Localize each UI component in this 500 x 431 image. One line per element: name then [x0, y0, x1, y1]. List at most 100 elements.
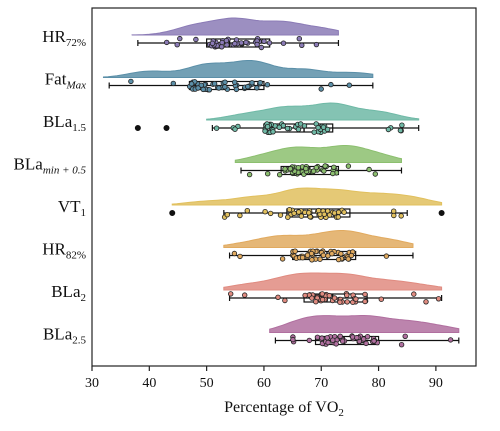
data-point — [402, 333, 408, 339]
data-point — [276, 124, 282, 130]
data-point — [339, 338, 346, 344]
data-point — [266, 40, 273, 46]
data-point — [330, 337, 336, 343]
series-1 — [131, 17, 340, 51]
data-point — [309, 295, 315, 301]
data-point — [310, 168, 317, 174]
data-point — [292, 248, 298, 254]
data-point — [227, 291, 234, 297]
series-6 — [223, 230, 414, 263]
data-point — [241, 292, 248, 298]
data-point — [314, 334, 321, 340]
data-point — [317, 256, 323, 262]
data-point — [362, 291, 368, 298]
outlier-point — [169, 209, 176, 216]
x-axis: 30 40 50 60 70 80 90 Percentage of VO2 — [85, 366, 443, 419]
x-tick-label: 70 — [314, 376, 328, 391]
data-point — [321, 168, 327, 174]
data-point — [398, 213, 404, 219]
data-point — [231, 79, 238, 85]
data-point — [301, 123, 308, 129]
data-point — [319, 335, 325, 341]
data-point — [345, 256, 351, 262]
data-point — [206, 87, 213, 93]
x-tick-label: 60 — [257, 376, 271, 391]
data-point — [275, 294, 281, 300]
data-point — [391, 212, 397, 219]
data-point — [363, 340, 369, 347]
data-point — [309, 257, 315, 263]
data-point — [306, 337, 312, 344]
data-point — [261, 38, 267, 44]
data-point — [299, 255, 306, 261]
outlier-point — [134, 125, 141, 132]
data-point — [372, 171, 378, 177]
category-subscript: 1 — [81, 207, 87, 219]
data-point — [188, 81, 195, 87]
data-point — [222, 84, 228, 90]
data-point — [319, 296, 326, 303]
data-point — [290, 336, 296, 343]
data-point — [315, 207, 322, 214]
series-7 — [223, 272, 443, 305]
data-point — [223, 37, 230, 44]
data-point — [224, 211, 230, 218]
data-point — [295, 126, 302, 133]
data-point — [361, 336, 367, 342]
x-tick-label: 50 — [200, 376, 214, 391]
series-5 — [169, 187, 445, 220]
data-point — [341, 209, 347, 215]
data-point — [277, 171, 283, 178]
density-cloud — [171, 187, 443, 206]
category-main: Fat — [45, 70, 67, 89]
data-point — [170, 80, 176, 87]
data-point — [265, 170, 271, 177]
category-main: VT — [58, 197, 81, 216]
plot-area — [91, 7, 477, 367]
data-point — [128, 78, 134, 85]
category-main: HR — [42, 240, 66, 259]
data-point — [353, 296, 359, 302]
data-point — [245, 83, 251, 90]
data-point — [346, 82, 352, 88]
data-point — [296, 36, 302, 42]
data-point — [244, 207, 250, 214]
x-tick-label: 80 — [372, 376, 386, 391]
data-point — [262, 208, 268, 215]
x-tick-label: 40 — [142, 376, 156, 391]
data-point — [232, 40, 238, 47]
category-label: HR82% — [42, 240, 86, 262]
iqr-box — [303, 293, 368, 303]
data-point — [237, 212, 243, 219]
outlier-point — [163, 125, 170, 132]
data-point — [303, 165, 309, 172]
data-point — [385, 126, 392, 133]
data-point — [364, 334, 371, 340]
data-point — [298, 213, 305, 219]
data-point — [209, 40, 216, 46]
data-point — [257, 79, 263, 86]
data-point — [319, 291, 325, 297]
data-point — [325, 339, 331, 346]
data-point — [326, 292, 332, 299]
data-point — [338, 251, 344, 257]
data-point — [371, 338, 377, 344]
data-point — [324, 335, 330, 341]
data-point — [315, 124, 321, 131]
data-point — [213, 125, 220, 131]
data-point — [335, 214, 341, 220]
data-point — [337, 299, 343, 305]
data-point — [321, 211, 327, 217]
data-point — [328, 81, 334, 88]
data-point — [291, 210, 297, 216]
data-point — [264, 123, 271, 130]
x-tick-label: 90 — [429, 376, 443, 391]
category-label: BLamin + 0.5 — [14, 155, 87, 177]
category-main: BLa — [43, 112, 73, 131]
data-point — [193, 36, 199, 43]
data-point — [285, 214, 291, 220]
density-cloud — [269, 315, 460, 333]
data-point — [277, 212, 284, 218]
data-point — [330, 170, 336, 177]
category-subscript: 2 — [81, 292, 87, 304]
